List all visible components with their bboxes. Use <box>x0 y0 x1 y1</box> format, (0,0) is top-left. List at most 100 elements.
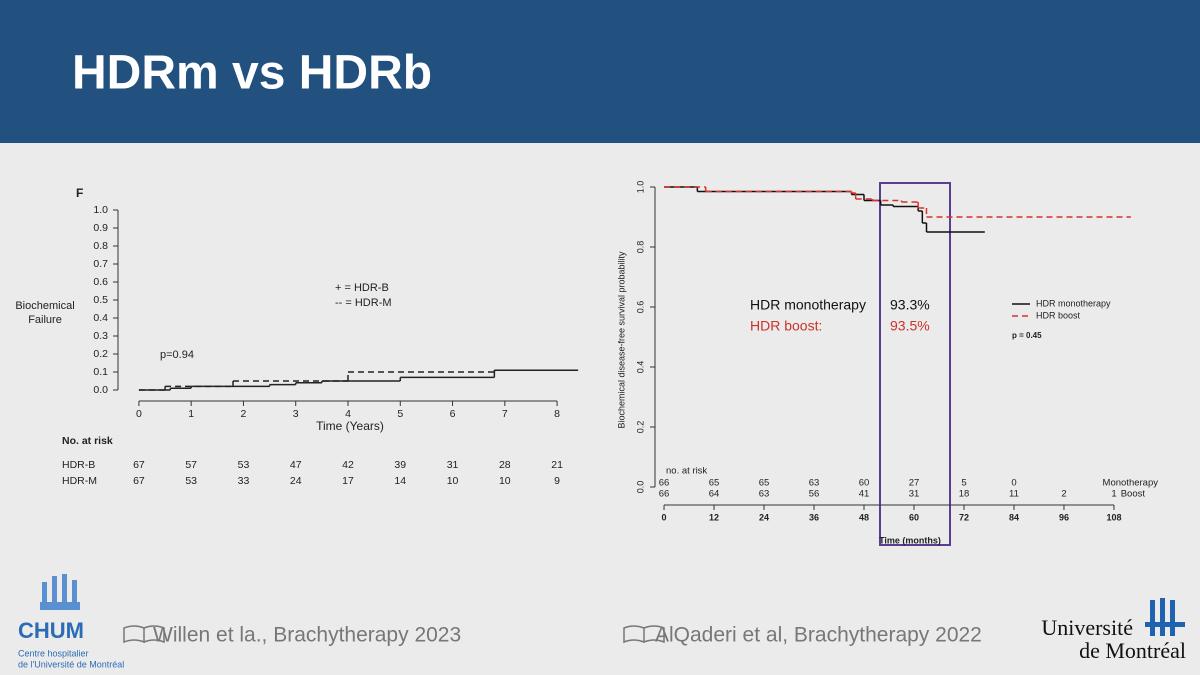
risk-count: 63 <box>809 478 820 489</box>
chum-logo <box>40 574 80 610</box>
y-tick-label: 1.0 <box>635 181 645 194</box>
risk-count: 9 <box>554 475 560 487</box>
citation: Willen et la., Brachytherapy 2023 <box>153 624 461 647</box>
y-tick-label: 0.0 <box>635 481 645 494</box>
highlight-value: 93.3% <box>890 297 930 313</box>
risk-count: 67 <box>133 475 145 487</box>
x-tick-label: 4 <box>345 408 351 420</box>
risk-count: 28 <box>499 459 511 471</box>
risk-count: 47 <box>290 459 302 471</box>
chum-sub: de l'Université de Montréal <box>18 659 124 669</box>
citation: AlQaderi et al, Brachytherapy 2022 <box>655 624 982 647</box>
x-tick-label: 5 <box>397 408 403 420</box>
book-icon <box>623 625 665 644</box>
highlight-box <box>879 182 951 546</box>
y-tick-label: 0.4 <box>93 312 108 324</box>
highlight-label: HDR monotherapy <box>750 297 866 313</box>
y-axis-title: Failure <box>28 314 62 326</box>
y-tick-label: 1.0 <box>93 204 108 216</box>
y-tick-label: 0.3 <box>93 330 108 342</box>
risk-count: 63 <box>759 489 770 500</box>
book-icon <box>123 625 165 644</box>
risk-count: 60 <box>859 478 870 489</box>
risk-count: 65 <box>709 478 720 489</box>
risk-table-title: no. at risk <box>666 466 707 477</box>
risk-row-name: HDR-B <box>62 459 95 471</box>
risk-count: 10 <box>447 475 459 487</box>
x-tick-label: 3 <box>293 408 299 420</box>
risk-count: 56 <box>809 489 820 500</box>
x-tick-label: 48 <box>859 512 869 522</box>
legend-label: HDR monotherapy <box>1036 298 1111 308</box>
risk-count: 11 <box>1009 489 1019 500</box>
highlight-label: HDR boost: <box>750 318 822 334</box>
legend-label: HDR boost <box>1036 310 1081 320</box>
x-tick-label: 8 <box>554 408 560 420</box>
risk-count: 65 <box>759 478 770 489</box>
risk-count: 64 <box>709 489 720 500</box>
risk-count: 18 <box>959 489 970 500</box>
risk-count: 24 <box>290 475 302 487</box>
header-band <box>0 0 1200 143</box>
x-tick-label: 72 <box>959 512 969 522</box>
risk-count: 53 <box>238 459 250 471</box>
y-axis-title: Biochemical disease-free survival probab… <box>616 251 626 429</box>
x-tick-label: 36 <box>809 512 819 522</box>
legend-label: -- = HDR-M <box>335 297 392 309</box>
x-tick-label: 108 <box>1106 512 1121 522</box>
y-axis-title: Biochemical <box>15 300 74 312</box>
risk-count: 10 <box>499 475 511 487</box>
risk-count: 31 <box>447 459 459 471</box>
x-tick-label: 0 <box>136 408 142 420</box>
y-tick-label: 0.2 <box>635 421 645 434</box>
highlight-value: 93.5% <box>890 318 930 334</box>
y-tick-label: 0.2 <box>93 348 108 360</box>
y-tick-label: 0.8 <box>635 241 645 254</box>
risk-count: 17 <box>342 475 354 487</box>
y-tick-label: 0.0 <box>93 384 108 396</box>
risk-count: 1 <box>1111 489 1116 500</box>
udem-name: de Montréal <box>1079 638 1186 663</box>
x-tick-label: 84 <box>1009 512 1019 522</box>
udem-name: Université <box>1041 615 1133 640</box>
risk-count: 53 <box>185 475 197 487</box>
y-tick-label: 0.9 <box>93 222 108 234</box>
x-tick-label: 7 <box>502 408 508 420</box>
p-value: p = 0.45 <box>1012 331 1042 340</box>
risk-count: 57 <box>185 459 197 471</box>
risk-row-name: HDR-M <box>62 475 97 487</box>
risk-count: 66 <box>659 489 670 500</box>
risk-count: 41 <box>859 489 870 500</box>
x-axis-title: Time (Years) <box>316 419 384 433</box>
udem-logo <box>1145 598 1185 636</box>
risk-count: 31 <box>909 489 920 500</box>
y-tick-label: 0.1 <box>93 366 108 378</box>
x-tick-label: 2 <box>241 408 247 420</box>
risk-count: 67 <box>133 459 145 471</box>
x-tick-label: 24 <box>759 512 769 522</box>
slide-title: HDRm vs HDRb <box>72 47 432 100</box>
chum-name: CHUM <box>18 618 84 643</box>
y-tick-label: 0.6 <box>93 276 108 288</box>
risk-count: 5 <box>961 478 966 489</box>
x-tick-label: 0 <box>662 512 667 522</box>
risk-count: 14 <box>394 475 406 487</box>
y-tick-label: 0.7 <box>93 258 108 270</box>
y-tick-label: 0.8 <box>93 240 108 252</box>
risk-count: 33 <box>238 475 250 487</box>
x-axis-title: Time (months) <box>879 535 941 545</box>
risk-count: 27 <box>909 478 920 489</box>
risk-count: 0 <box>1011 478 1016 489</box>
legend-label: + = HDR-B <box>335 282 389 294</box>
risk-count: 66 <box>659 478 670 489</box>
x-tick-label: 96 <box>1059 512 1069 522</box>
risk-count: 21 <box>551 459 563 471</box>
y-tick-label: 0.6 <box>635 301 645 314</box>
chum-sub: Centre hospitalier <box>18 648 89 658</box>
risk-count: 2 <box>1061 489 1066 500</box>
panel-label: F <box>76 186 83 200</box>
risk-count: 42 <box>342 459 354 471</box>
risk-table-title: No. at risk <box>62 435 113 447</box>
risk-row-name: Boost <box>1121 489 1146 500</box>
